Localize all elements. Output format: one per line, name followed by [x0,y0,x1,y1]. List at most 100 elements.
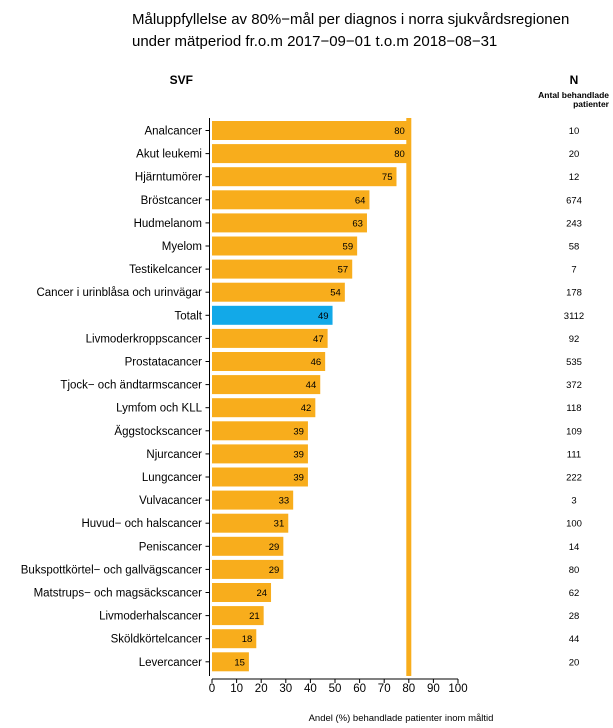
bar-value-label: 33 [279,496,290,507]
n-value: 100 [566,519,582,530]
bar-value-label: 39 [293,426,304,437]
n-subheader-line: Antal behandlade [538,90,609,100]
bar [212,144,409,164]
bar-value-label: 39 [293,473,304,484]
n-value: 222 [566,473,582,484]
bar [212,375,321,395]
x-tick-label: 90 [427,683,440,695]
n-value: 12 [569,172,580,183]
bar [212,328,328,348]
bar-value-label: 63 [352,218,363,229]
category-label: Vulvacancer [139,495,202,507]
x-tick-label: 100 [448,683,467,695]
bar-total [212,305,333,325]
n-value: 109 [566,426,582,437]
category-label: Cancer i urinblåsa och urinvägar [36,287,202,299]
bar-value-label: 49 [318,311,329,322]
bar-value-label: 31 [274,519,285,530]
n-value: 178 [566,288,582,299]
x-tick-label: 40 [304,683,317,695]
bar-value-label: 46 [311,357,322,368]
n-value: 118 [566,403,581,414]
n-value: 243 [566,218,582,229]
bar-value-label: 44 [306,380,317,391]
bar-value-label: 29 [269,565,280,576]
category-label: Hudmelanom [134,218,202,230]
bar-value-label: 57 [338,265,349,276]
bar [212,121,409,140]
bar-value-label: 42 [301,403,312,414]
x-axis-label: Andel (%) behandlade patienter inom målt… [309,713,494,724]
bar [212,606,264,626]
category-label: Peniscancer [139,541,202,553]
bar-value-label: 21 [249,611,260,622]
category-label: Prostatacancer [125,357,203,369]
n-value: 111 [567,449,581,460]
x-tick-label: 80 [402,683,415,695]
category-label: Bröstcancer [141,195,203,207]
n-value: 80 [569,565,580,576]
category-label: Hjärntumörer [135,172,202,184]
bar-value-label: 80 [394,126,405,137]
category-label: Totalt [175,310,203,322]
bar [212,167,397,187]
bar [212,213,367,233]
category-label: Matstrups− och magsäckscancer [34,588,203,600]
category-label: Tjock− och ändtarmscancer [60,380,202,392]
n-value: 372 [566,380,582,391]
bar [212,259,353,279]
bar-value-label: 15 [234,657,245,668]
x-tick-label: 20 [255,683,268,695]
category-label: Levercancer [139,657,202,669]
n-value: 44 [569,634,580,645]
category-label: Sköldkörtelcancer [111,634,203,646]
category-label: Huvud− och halscancer [81,518,202,530]
bar [212,352,326,371]
bar-value-label: 80 [394,149,405,160]
bar [212,629,257,649]
x-tick-label: 70 [378,683,391,695]
bar [212,398,316,418]
n-value: 3112 [564,311,584,322]
target-line [406,118,412,676]
n-value: 10 [569,126,580,137]
x-tick-label: 10 [230,683,243,695]
category-label: Livmoderhalscancer [99,611,202,623]
n-value: 535 [566,357,582,368]
bar [212,282,345,302]
n-value: 674 [566,195,582,206]
category-label: Livmoderkroppscancer [86,333,203,345]
bar-value-label: 75 [382,172,393,183]
bar-value-label: 47 [313,334,324,345]
bar-value-label: 24 [256,588,267,599]
n-header: N [570,73,579,87]
category-label: Analcancer [144,126,202,138]
chart-title-line-1: Måluppfyllelse av 80%−mål per diagnos i … [132,11,570,28]
n-value: 7 [571,265,576,276]
bar-value-label: 54 [330,288,341,299]
bar-value-label: 18 [242,634,253,645]
bar [212,513,289,533]
category-label: Testikelcancer [129,264,202,276]
n-subheader-line: patienter [573,99,610,109]
bar [212,190,370,210]
chart-title-line-2: under mätperiod fr.o.m 2017−09−01 t.o.m … [132,33,498,50]
bar-value-label: 59 [343,242,354,253]
n-value: 3 [571,496,576,507]
bar-value-label: 64 [355,195,366,206]
bar-value-label: 29 [269,542,280,553]
n-value: 62 [569,588,580,599]
x-tick-label: 50 [329,683,342,695]
bar [212,559,284,579]
n-value: 14 [569,542,580,553]
bar [212,421,308,441]
x-tick-label: 0 [209,683,215,695]
bar-value-label: 39 [293,449,304,460]
bar [212,236,358,256]
category-label: Njurcancer [146,449,202,461]
category-label: Äggstockscancer [114,426,202,438]
bar [212,490,294,510]
bar [212,536,284,556]
n-value: 92 [569,334,580,345]
n-value: 20 [569,657,580,668]
